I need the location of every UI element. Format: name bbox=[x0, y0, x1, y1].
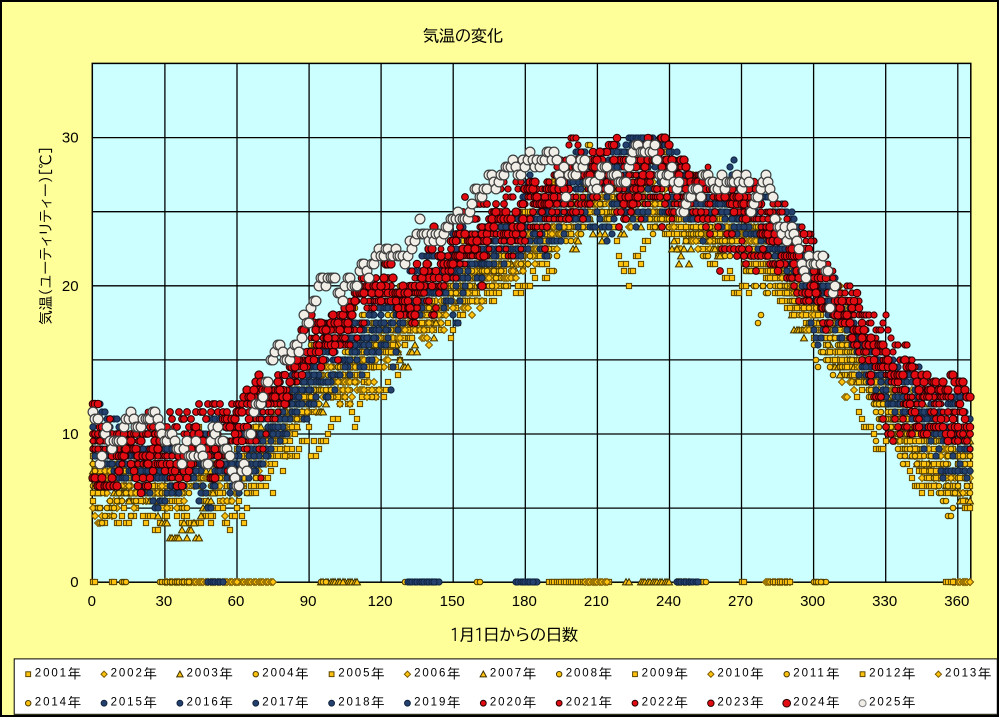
svg-text:360: 360 bbox=[944, 593, 969, 610]
svg-text:2014: 2014 bbox=[35, 696, 68, 708]
svg-text:30: 30 bbox=[62, 130, 79, 147]
svg-text:2003: 2003 bbox=[187, 668, 220, 680]
svg-text:2002: 2002 bbox=[111, 668, 144, 680]
svg-text:150: 150 bbox=[440, 593, 465, 610]
svg-text:10: 10 bbox=[62, 426, 79, 443]
svg-text:2001: 2001 bbox=[35, 668, 68, 680]
svg-text:2019: 2019 bbox=[414, 696, 447, 708]
svg-text:2008: 2008 bbox=[566, 668, 599, 680]
svg-text:300: 300 bbox=[800, 593, 825, 610]
svg-text:2015: 2015 bbox=[111, 696, 144, 708]
svg-text:2013: 2013 bbox=[945, 668, 978, 680]
svg-text:2007: 2007 bbox=[490, 668, 523, 680]
svg-text:2017: 2017 bbox=[262, 696, 295, 708]
svg-text:2021: 2021 bbox=[566, 696, 599, 708]
svg-text:2024: 2024 bbox=[793, 696, 826, 708]
svg-text:2009: 2009 bbox=[642, 668, 675, 680]
svg-text:2012: 2012 bbox=[869, 668, 902, 680]
svg-text:2025: 2025 bbox=[869, 696, 902, 708]
svg-text:2011: 2011 bbox=[793, 668, 825, 680]
svg-text:2016: 2016 bbox=[187, 696, 220, 708]
svg-text:60: 60 bbox=[228, 593, 245, 610]
svg-text:2023: 2023 bbox=[717, 696, 750, 708]
svg-text:0: 0 bbox=[70, 574, 78, 591]
svg-text:2022: 2022 bbox=[642, 696, 675, 708]
svg-text:30: 30 bbox=[156, 593, 173, 610]
svg-text:240: 240 bbox=[656, 593, 681, 610]
svg-text:20: 20 bbox=[62, 278, 79, 295]
svg-text:180: 180 bbox=[512, 593, 537, 610]
svg-text:120: 120 bbox=[368, 593, 393, 610]
svg-text:2020: 2020 bbox=[490, 696, 523, 708]
svg-text:2006: 2006 bbox=[414, 668, 447, 680]
svg-text:90: 90 bbox=[300, 593, 317, 610]
svg-text:270: 270 bbox=[728, 593, 753, 610]
svg-text:210: 210 bbox=[584, 593, 609, 610]
svg-text:0: 0 bbox=[88, 593, 96, 610]
svg-text:2005: 2005 bbox=[338, 668, 371, 680]
svg-text:2004: 2004 bbox=[262, 668, 295, 680]
svg-text:2010: 2010 bbox=[717, 668, 750, 680]
svg-text:330: 330 bbox=[872, 593, 897, 610]
svg-text:2018: 2018 bbox=[338, 696, 371, 708]
